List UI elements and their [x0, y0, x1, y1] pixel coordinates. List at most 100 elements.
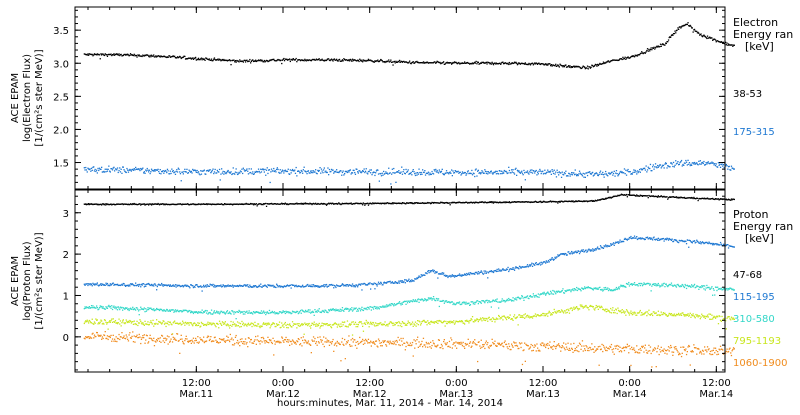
data-point: [646, 282, 649, 285]
data-point: [545, 172, 547, 174]
data-point: [183, 285, 185, 287]
data-point: [85, 53, 88, 56]
data-point: [148, 55, 150, 57]
data-point: [293, 311, 295, 313]
data-point: [418, 62, 420, 64]
data-point: [364, 284, 367, 286]
data-point: [453, 303, 456, 305]
data-point: [450, 276, 452, 278]
data-point: [290, 59, 292, 61]
data-point: [471, 174, 474, 176]
data-point: [408, 278, 410, 280]
data-point: [160, 308, 162, 311]
data-point: [90, 53, 92, 55]
data-point: [636, 173, 638, 175]
data-point: [364, 170, 367, 172]
data-point: [164, 204, 166, 206]
data-point: [110, 168, 112, 170]
data-point: [657, 239, 659, 241]
data-point: [286, 311, 288, 314]
data-point: [227, 169, 229, 172]
data-point: [321, 322, 323, 324]
data-point: [296, 61, 298, 63]
data-point: [104, 308, 106, 310]
data-point: [435, 202, 437, 204]
data-point: [506, 268, 508, 271]
data-point: [442, 273, 444, 275]
data-point: [377, 281, 380, 283]
data-point: [435, 297, 438, 300]
data-point: [241, 320, 243, 323]
data-point: [698, 288, 700, 290]
data-point: [492, 173, 494, 175]
data-point: [396, 303, 398, 305]
data-point: [208, 322, 211, 324]
data-point: [573, 66, 576, 68]
data-point: [564, 172, 566, 175]
data-point: [136, 168, 138, 170]
data-point: [172, 170, 174, 172]
data-point: [313, 285, 315, 287]
data-point: [130, 322, 132, 324]
data-point: [358, 283, 360, 285]
data-point: [403, 202, 405, 204]
data-point: [362, 283, 365, 285]
data-point: [542, 261, 545, 263]
data-point: [482, 201, 484, 203]
data-point: [364, 308, 367, 310]
data-point: [176, 285, 179, 287]
data-point: [625, 169, 627, 171]
data-point: [385, 60, 387, 63]
data-point: [134, 308, 136, 311]
data-point: [352, 321, 354, 323]
data-point: [650, 237, 652, 239]
data-point: [615, 241, 618, 244]
data-point: [229, 203, 231, 205]
data-point: [257, 286, 259, 288]
data-point: [269, 327, 271, 329]
data-point: [127, 284, 129, 286]
data-point: [468, 302, 470, 304]
data-point: [616, 288, 618, 291]
data-point: [716, 166, 718, 168]
data-point: [185, 58, 187, 60]
data-point: [412, 299, 414, 301]
data-point: [617, 194, 619, 196]
data-point: [328, 174, 330, 176]
data-point: [305, 203, 307, 205]
data-point: [641, 285, 644, 287]
data-point: [546, 63, 548, 65]
data-point: [285, 170, 287, 173]
data-point: [225, 286, 227, 288]
data-point: [214, 58, 216, 61]
data-point: [598, 248, 600, 250]
data-point: [568, 65, 570, 67]
data-point: [456, 202, 458, 204]
data-point: [256, 60, 258, 62]
data-point: [367, 173, 369, 175]
data-point: [342, 203, 344, 205]
data-point: [362, 204, 364, 206]
data-point: [400, 323, 402, 325]
data-point: [553, 201, 555, 203]
data-point: [498, 173, 500, 175]
data-point: [612, 243, 614, 245]
data-point: [401, 61, 403, 63]
data-point: [254, 312, 256, 314]
data-point: [134, 55, 136, 57]
data-point: [208, 59, 210, 61]
data-point: [295, 166, 297, 169]
data-point: [435, 271, 438, 274]
data-point: [636, 194, 638, 196]
data-point: [672, 240, 675, 243]
data-point: [583, 251, 585, 253]
data-point: [366, 308, 368, 311]
data-point: [693, 240, 695, 242]
data-point: [126, 320, 128, 323]
data-point: [265, 324, 268, 326]
data-point: [296, 202, 298, 204]
data-point: [555, 201, 557, 203]
data-point: [339, 308, 341, 310]
data-point: [449, 204, 451, 206]
data-point: [725, 198, 727, 201]
